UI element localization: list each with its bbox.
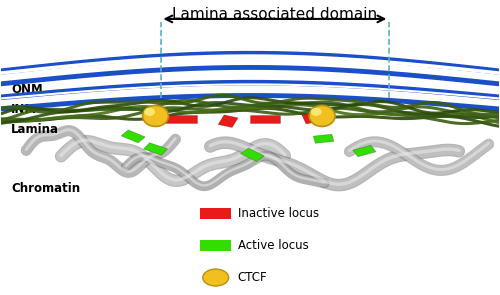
FancyBboxPatch shape [121, 130, 146, 143]
Text: Lamina: Lamina [12, 124, 60, 137]
Ellipse shape [309, 105, 335, 127]
Text: INM: INM [12, 103, 38, 116]
Text: Chromatin: Chromatin [12, 182, 80, 195]
Text: Active locus: Active locus [238, 239, 308, 252]
FancyBboxPatch shape [250, 115, 280, 123]
FancyBboxPatch shape [302, 113, 320, 124]
FancyBboxPatch shape [200, 240, 231, 251]
Ellipse shape [142, 105, 169, 127]
FancyBboxPatch shape [218, 115, 238, 127]
Ellipse shape [310, 108, 322, 116]
FancyBboxPatch shape [164, 115, 196, 123]
FancyBboxPatch shape [352, 145, 376, 157]
Ellipse shape [144, 108, 155, 116]
Text: Inactive locus: Inactive locus [238, 207, 318, 220]
Text: Lamina associated domain: Lamina associated domain [172, 7, 378, 22]
Text: CTCF: CTCF [238, 271, 267, 284]
Ellipse shape [203, 269, 228, 286]
FancyBboxPatch shape [240, 148, 264, 162]
FancyBboxPatch shape [313, 134, 334, 143]
FancyBboxPatch shape [200, 208, 231, 219]
FancyBboxPatch shape [144, 143, 168, 155]
Text: ONM: ONM [12, 83, 43, 96]
